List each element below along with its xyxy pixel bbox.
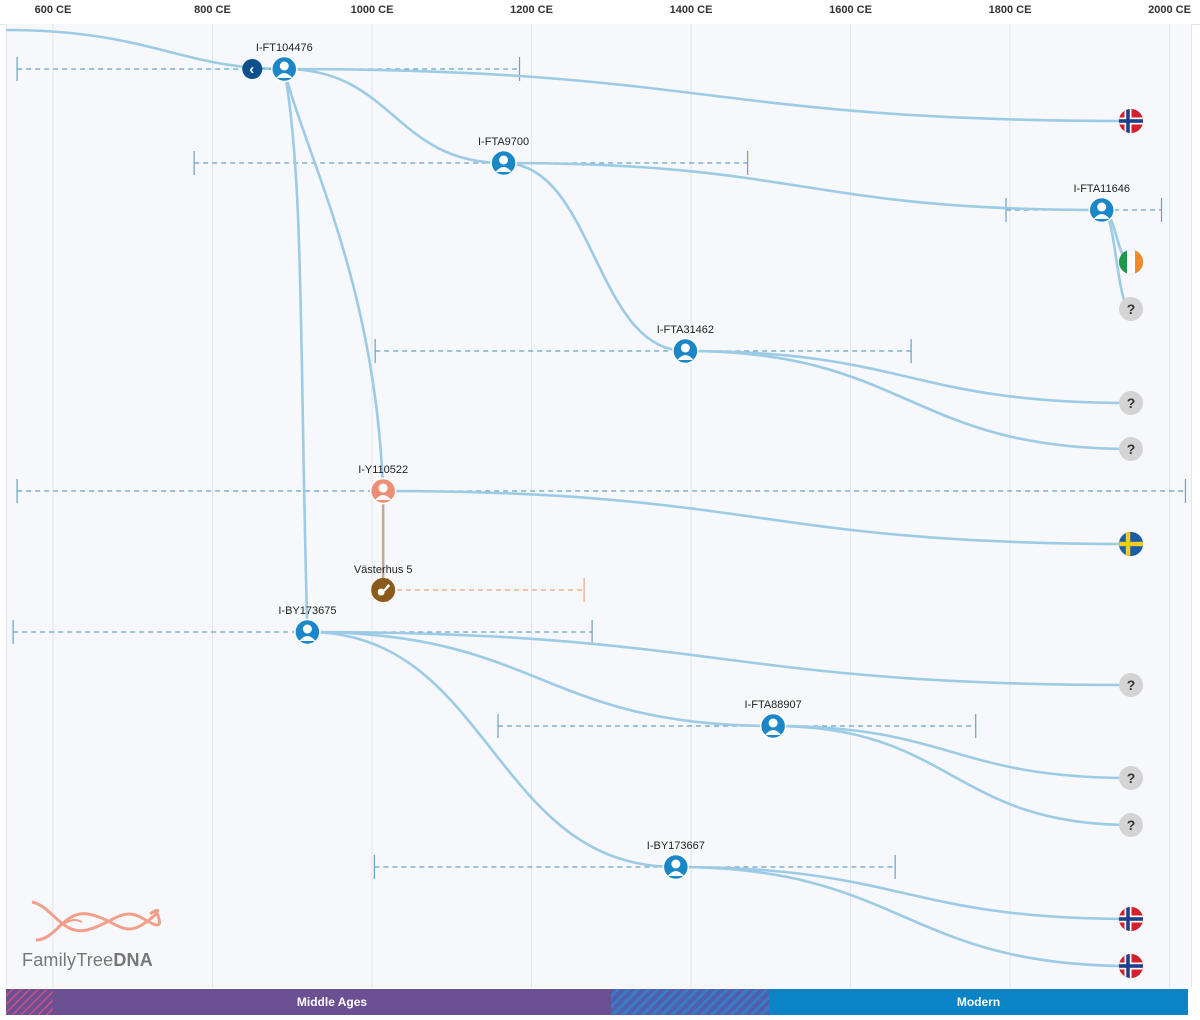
age-range-bar <box>387 578 585 602</box>
country-flag-norway-icon[interactable] <box>1118 108 1144 134</box>
country-flag-sweden-icon[interactable] <box>1118 531 1144 557</box>
haplogroup-label: I-Y110522 <box>358 464 408 476</box>
era-bar: Middle Ages Modern <box>6 989 1188 1015</box>
person-icon-body <box>276 73 293 78</box>
unknown-origin-icon[interactable]: ? <box>1119 437 1143 461</box>
axis-tick-label: 2000 CE <box>1148 4 1191 16</box>
question-mark-label: ? <box>1127 770 1136 786</box>
person-icon <box>671 859 681 869</box>
person-icon <box>302 624 312 634</box>
question-mark-label: ? <box>1127 441 1136 457</box>
country-flag-norway-icon[interactable] <box>1118 906 1144 932</box>
age-range-bar <box>16 479 1187 503</box>
age-range-bar <box>374 339 912 363</box>
branch-line <box>675 865 1132 968</box>
axis-tick-label: 800 CE <box>194 4 231 16</box>
question-mark-label: ? <box>1127 395 1136 411</box>
haplogroup-label: I-BY173675 <box>278 605 336 617</box>
person-icon-body <box>495 167 512 172</box>
branch-line <box>283 68 385 492</box>
unknown-origin-icon[interactable]: ? <box>1119 673 1143 697</box>
axis-tick-label: 1400 CE <box>669 4 713 16</box>
time-axis: 600 CE 800 CE 1000 CE 1200 CE 1400 CE 1600 CE… <box>0 0 1200 25</box>
age-range-bar <box>1005 198 1163 222</box>
person-icon-body <box>375 495 392 500</box>
dna-helix-icon <box>31 900 161 942</box>
person-icon-body <box>677 355 694 360</box>
question-mark-label: ? <box>1127 301 1136 317</box>
axis-tick-label: 1200 CE <box>510 4 553 16</box>
logo-wordmark: FamilyTreeDNA <box>22 950 153 971</box>
branch-line <box>773 724 1132 827</box>
branch-line <box>307 630 774 728</box>
branch-line <box>282 68 309 633</box>
age-range-bar <box>373 855 896 879</box>
person-icon-body <box>1093 214 1110 219</box>
haplogroup-node[interactable]: I-FTA31462 <box>657 324 714 365</box>
person-icon <box>499 155 509 165</box>
branch-line <box>383 489 1132 546</box>
branch-line <box>685 349 1132 405</box>
branch-line <box>307 630 676 869</box>
branch-line <box>503 161 686 353</box>
branch-line <box>307 630 1132 687</box>
person-icon-body <box>765 730 782 735</box>
haplogroup-node[interactable]: I-BY173675 <box>278 605 336 646</box>
person-icon <box>378 483 388 493</box>
unknown-origin-icon[interactable]: ? <box>1119 766 1143 790</box>
ancient-sample-node[interactable]: Västerhus 5 <box>354 564 413 602</box>
haplogroup-label: I-BY173667 <box>647 840 705 852</box>
person-icon <box>279 61 289 71</box>
person-icon-body <box>667 871 684 876</box>
ancient-sample-label: Västerhus 5 <box>354 564 413 576</box>
chevron-left-icon: ‹ <box>249 61 254 78</box>
haplogroup-node[interactable]: I-Y110522 <box>358 464 408 505</box>
axis-tick-label: 1600 CE <box>829 4 872 16</box>
unknown-origin-icon[interactable]: ? <box>1119 391 1143 415</box>
person-icon <box>1097 202 1107 212</box>
branch-line <box>685 349 1132 451</box>
country-flag-norway-icon[interactable] <box>1118 953 1144 979</box>
question-mark-label: ? <box>1127 677 1136 693</box>
haplogroup-label: I-FT104476 <box>256 42 313 54</box>
unknown-origin-icon[interactable]: ? <box>1119 813 1143 837</box>
logo-text-light: FamilyTree <box>22 950 114 970</box>
logo-text-bold: DNA <box>113 950 153 970</box>
axis-tick-label: 1000 CE <box>350 4 394 16</box>
era-transition <box>6 989 53 1015</box>
question-mark-label: ? <box>1127 817 1136 833</box>
person-icon <box>768 718 778 728</box>
root-branch-line <box>5 28 285 71</box>
haplogroup-label: I-FTA88907 <box>745 699 802 711</box>
haplogroup-label: I-FTA9700 <box>478 136 529 148</box>
unknown-origin-icon[interactable]: ? <box>1119 297 1143 321</box>
haplogroup-node[interactable]: I-FTA11646 <box>1073 183 1130 224</box>
person-icon-body <box>299 636 316 641</box>
axis-tick-label: 1800 CE <box>988 4 1032 16</box>
haplogroup-label: I-FTA11646 <box>1073 183 1129 195</box>
plot-area <box>6 24 1192 988</box>
era-middle-ages: Middle Ages <box>53 989 611 1015</box>
country-flag-ireland-icon[interactable] <box>1118 249 1144 275</box>
branch-line <box>675 865 1132 921</box>
era-transition <box>611 989 769 1015</box>
branch-line <box>503 161 1102 212</box>
haplogroup-node[interactable]: I-FTA88907 <box>745 699 802 740</box>
collapse-back-button[interactable]: ‹ <box>242 59 263 79</box>
era-modern: Modern <box>769 989 1188 1015</box>
familytreedna-logo: FamilyTreeDNA <box>22 896 172 976</box>
axis-tick-label: 600 CE <box>34 4 72 16</box>
branch-line <box>284 67 1132 123</box>
branch-line <box>284 67 504 165</box>
age-range-bar <box>193 151 749 175</box>
haplogroup-label: I-FTA31462 <box>657 324 714 336</box>
haplogroup-node[interactable]: I-BY173667 <box>647 840 705 881</box>
haplogroup-node[interactable]: I-FTA9700 <box>478 136 529 177</box>
person-icon <box>680 343 690 353</box>
haplogroup-node[interactable]: I-FT104476 <box>256 42 313 83</box>
branch-line <box>773 724 1132 780</box>
